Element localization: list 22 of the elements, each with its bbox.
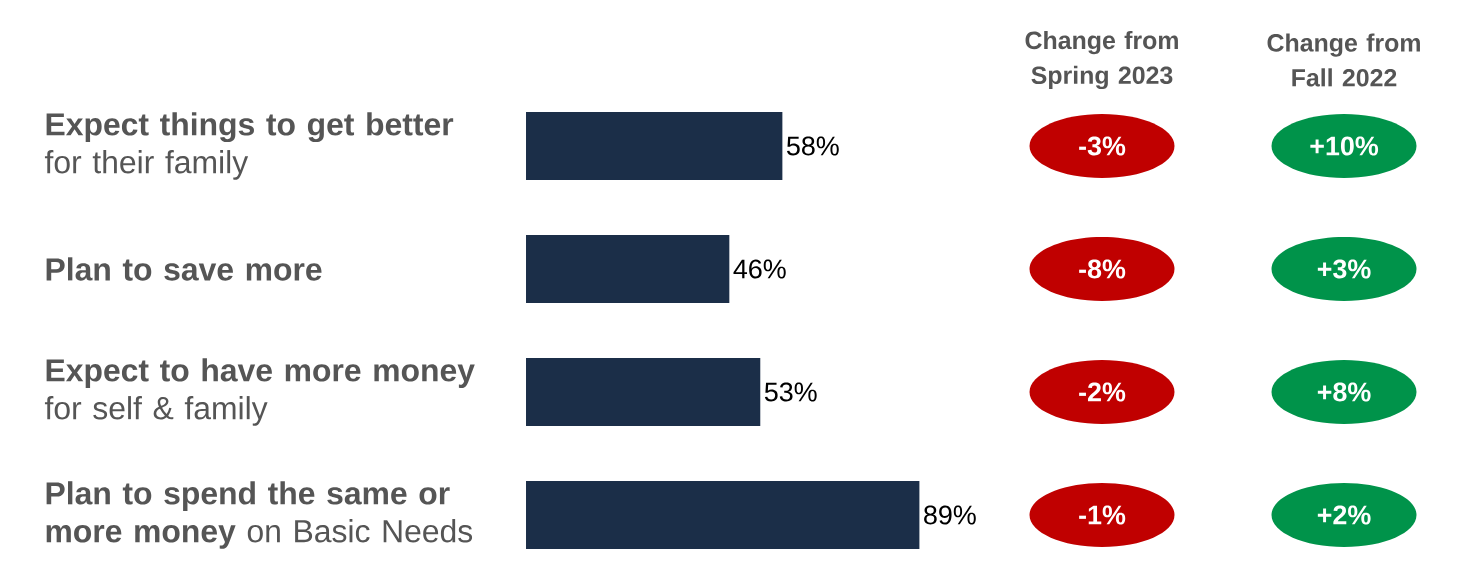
text: Change from Fall 2022	[1267, 33, 1420, 87]
bar	[526, 111, 783, 180]
text: -1%	[1079, 505, 1126, 525]
data-label: 53%	[764, 382, 817, 402]
text: +2%	[1317, 505, 1371, 525]
text: +8%	[1317, 382, 1371, 402]
text: -2%	[1079, 382, 1126, 402]
text: -8%	[1079, 259, 1126, 279]
y-tick-label: Plan to spend the same or more money on Basic Needs	[46, 481, 473, 549]
bar	[526, 480, 920, 549]
data-label: 89%	[924, 505, 976, 525]
data-label: 58%	[786, 136, 839, 156]
y-tick-label: Expect to have more money for self & family	[44, 358, 475, 426]
data-label: 46%	[733, 259, 786, 279]
text: +10%	[1310, 136, 1379, 156]
text: +3%	[1317, 259, 1371, 279]
text: -3%	[1079, 136, 1126, 156]
bar	[526, 234, 730, 303]
bar	[526, 357, 761, 426]
text: Change from Spring 2023	[1025, 30, 1178, 90]
y-tick-label: Expect things to get better for their family	[44, 112, 454, 180]
y-tick-label: Plan to save more	[46, 257, 322, 281]
